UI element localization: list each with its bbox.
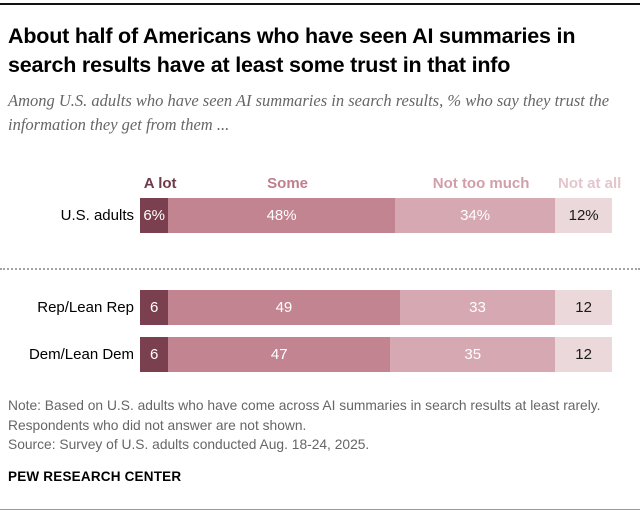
bar-segment: 34%	[394, 198, 556, 233]
bottom-rule	[0, 509, 640, 510]
dotted-divider	[0, 268, 640, 270]
bar-segment: 47	[168, 337, 391, 372]
legend-label-not-too-much: Not too much	[432, 175, 530, 192]
chart-title: About half of Americans who have seen AI…	[8, 24, 576, 77]
bar-segment: 12	[555, 337, 612, 372]
legend-label-some: Some	[267, 175, 309, 192]
legend-label-a-lot: A lot	[143, 175, 177, 192]
bar-segment: 48%	[168, 198, 395, 233]
stacked-bar: 6 49 33 12	[140, 290, 612, 325]
bar-row: Rep/Lean Rep 6 49 33 12	[0, 290, 640, 325]
bar-segment: 49	[168, 290, 400, 325]
bar-segment: 12	[555, 290, 612, 325]
bar-segment: 33	[399, 290, 556, 325]
note-text: Note: Based on U.S. adults who have come…	[8, 398, 601, 433]
chart-rows-bottom: Rep/Lean Rep 6 49 33 12 Dem/Lean Dem 6 47 35 12	[0, 290, 640, 384]
row-label: U.S. adults	[60, 207, 134, 224]
bar-row: U.S. adults 6% 48% 34% 12%	[0, 198, 640, 233]
chart-legend: A lot Some Not too much Not at all	[143, 175, 622, 193]
bar-segment: 35	[390, 337, 556, 372]
stacked-bar: 6% 48% 34% 12%	[140, 198, 612, 233]
bar-segment: 6	[140, 290, 169, 325]
bar-row: Dem/Lean Dem 6 47 35 12	[0, 337, 640, 372]
chart-subtitle: Among U.S. adults who have seen AI summa…	[8, 91, 610, 134]
legend-label-not-at-all: Not at all	[558, 175, 622, 192]
top-rule	[0, 3, 640, 5]
row-label: Rep/Lean Rep	[37, 299, 134, 316]
bar-segment: 6%	[140, 198, 169, 233]
row-label: Dem/Lean Dem	[28, 346, 134, 363]
stacked-bar: 6 47 35 12	[140, 337, 612, 372]
brand-text: PEW RESEARCH CENTER	[8, 468, 182, 484]
chart-rows-top: U.S. adults 6% 48% 34% 12%	[0, 198, 640, 245]
footer: Note: Based on U.S. adults who have come…	[8, 396, 620, 484]
source-text: Source: Survey of U.S. adults conducted …	[8, 437, 370, 452]
bar-segment: 12%	[555, 198, 612, 233]
bar-segment: 6	[140, 337, 169, 372]
